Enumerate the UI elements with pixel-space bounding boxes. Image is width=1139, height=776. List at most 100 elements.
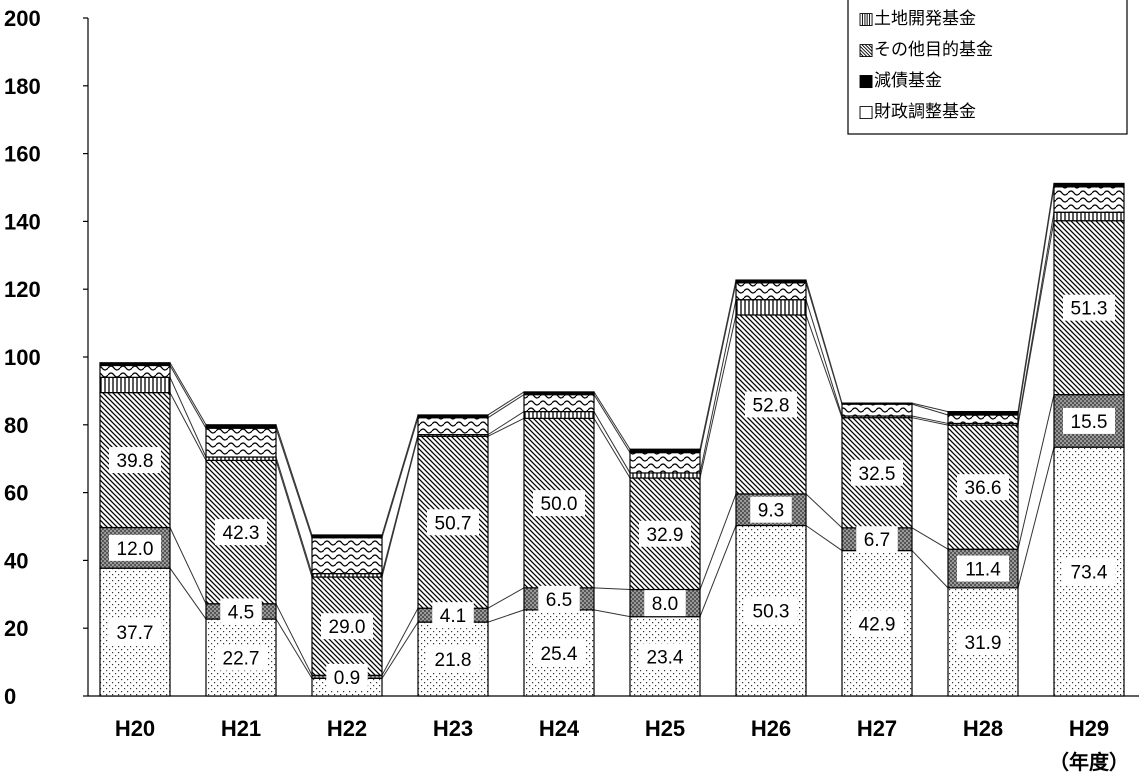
data-label: 22.7	[223, 649, 260, 670]
data-label-background	[326, 663, 368, 690]
bar-segment-series-5	[417, 414, 489, 419]
legend-entry: ▧その他目的基金	[858, 40, 993, 60]
series-connector-line	[593, 391, 631, 450]
bar-segment-series-4	[841, 403, 913, 417]
data-label: 4.1	[440, 606, 466, 627]
series-connector-line	[805, 493, 843, 529]
series-connector-line	[1017, 212, 1055, 424]
data-label: 25.4	[541, 644, 578, 665]
series-connector-line	[1017, 447, 1055, 588]
series-connector-line	[699, 279, 737, 450]
series-connector-line	[911, 403, 949, 416]
bar-segment-series-4	[947, 414, 1019, 425]
data-label-background	[427, 509, 479, 536]
data-label: 21.8	[435, 650, 472, 671]
bar-segment-series-4	[417, 417, 489, 436]
data-label-background	[1063, 407, 1115, 434]
x-tick-label: H22	[327, 716, 367, 741]
series-connector-line	[381, 414, 419, 536]
bar-segment-series-5	[629, 448, 701, 454]
data-label-background	[109, 619, 161, 646]
x-tick-label: H20	[115, 716, 155, 741]
series-connector-line	[169, 365, 207, 429]
y-tick-label: 100	[4, 345, 41, 370]
data-label: 50.7	[435, 513, 472, 534]
data-label: 50.3	[753, 602, 790, 623]
data-label-background	[220, 598, 262, 625]
series-connector-line	[381, 621, 419, 679]
data-label-background	[957, 628, 1009, 655]
series-connector-line	[593, 587, 631, 591]
data-label-background	[639, 520, 691, 547]
bar-segment-土地開発基金	[523, 410, 595, 419]
series-connector-line	[169, 392, 207, 461]
bar-segment-series-4	[1053, 186, 1125, 213]
y-tick-label: 0	[4, 684, 16, 709]
bar-segment-series-4	[205, 427, 277, 458]
data-label-background	[321, 613, 373, 640]
data-label: 4.5	[228, 602, 254, 623]
data-label-background	[533, 490, 585, 517]
data-label-background	[215, 519, 267, 546]
data-label-background	[533, 639, 585, 666]
series-connector-line	[593, 411, 631, 474]
y-tick-label: 80	[4, 413, 28, 438]
series-connector-line	[169, 527, 207, 605]
data-label-background	[957, 474, 1009, 501]
bar-segment-土地開発基金	[735, 299, 807, 316]
data-label-background	[745, 391, 797, 418]
series-connector-line	[275, 603, 313, 676]
series-connector-line	[487, 609, 525, 623]
series-connector-line	[593, 418, 631, 479]
data-label: 36.6	[965, 478, 1002, 499]
bar-segment-土地開発基金	[99, 376, 171, 394]
bar-segment-土地開発基金	[629, 472, 701, 479]
bar-segment-series-5	[841, 402, 913, 405]
bar-segment-series-5	[1053, 182, 1125, 188]
x-tick-label: H29	[1069, 716, 1109, 741]
data-label: 32.5	[859, 464, 896, 485]
bar-segment-series-4	[629, 451, 701, 474]
data-label-background	[215, 644, 267, 671]
bar-segment-series-5	[205, 424, 277, 429]
series-connector-line	[911, 417, 949, 426]
x-tick-label: H24	[539, 716, 580, 741]
series-connector-line	[1017, 186, 1055, 416]
data-label: 29.0	[329, 617, 366, 638]
bar-segment-series-5	[735, 279, 807, 284]
data-label: 15.5	[1071, 412, 1108, 433]
series-connector-line	[487, 587, 525, 609]
data-label: 37.7	[117, 623, 154, 644]
series-connector-line	[699, 493, 737, 590]
series-connector-line	[699, 299, 737, 474]
data-label: 0.9	[334, 668, 360, 689]
series-connector-line	[911, 415, 949, 424]
data-label-background	[427, 646, 479, 673]
series-connector-line	[275, 618, 313, 679]
data-label: 23.4	[647, 647, 684, 668]
series-connector-line	[487, 417, 525, 437]
data-label-background	[1063, 294, 1115, 321]
y-tick-label: 160	[4, 142, 41, 167]
series-connector-line	[487, 394, 525, 419]
x-tick-label: H26	[751, 716, 791, 741]
series-connector-line	[805, 314, 843, 418]
bar-segment-series-5	[523, 391, 595, 396]
series-connector-line	[699, 314, 737, 479]
bar-segment-series-5	[99, 362, 171, 367]
x-tick-label: H23	[433, 716, 473, 741]
series-connector-line	[487, 411, 525, 436]
data-label: 6.7	[864, 530, 890, 551]
data-label-background	[957, 555, 1009, 582]
x-tick-label: H21	[221, 716, 261, 741]
series-connector-line	[381, 434, 419, 574]
series-connector-line	[169, 377, 207, 458]
bar-segment-series-5	[947, 410, 1019, 416]
y-tick-label: 140	[4, 209, 41, 234]
data-label: 11.4	[965, 560, 1001, 581]
series-connector-line	[593, 609, 631, 618]
data-label-background	[856, 526, 898, 553]
data-label-background	[1063, 558, 1115, 585]
series-connector-line	[275, 456, 313, 574]
data-label-background	[432, 602, 474, 629]
